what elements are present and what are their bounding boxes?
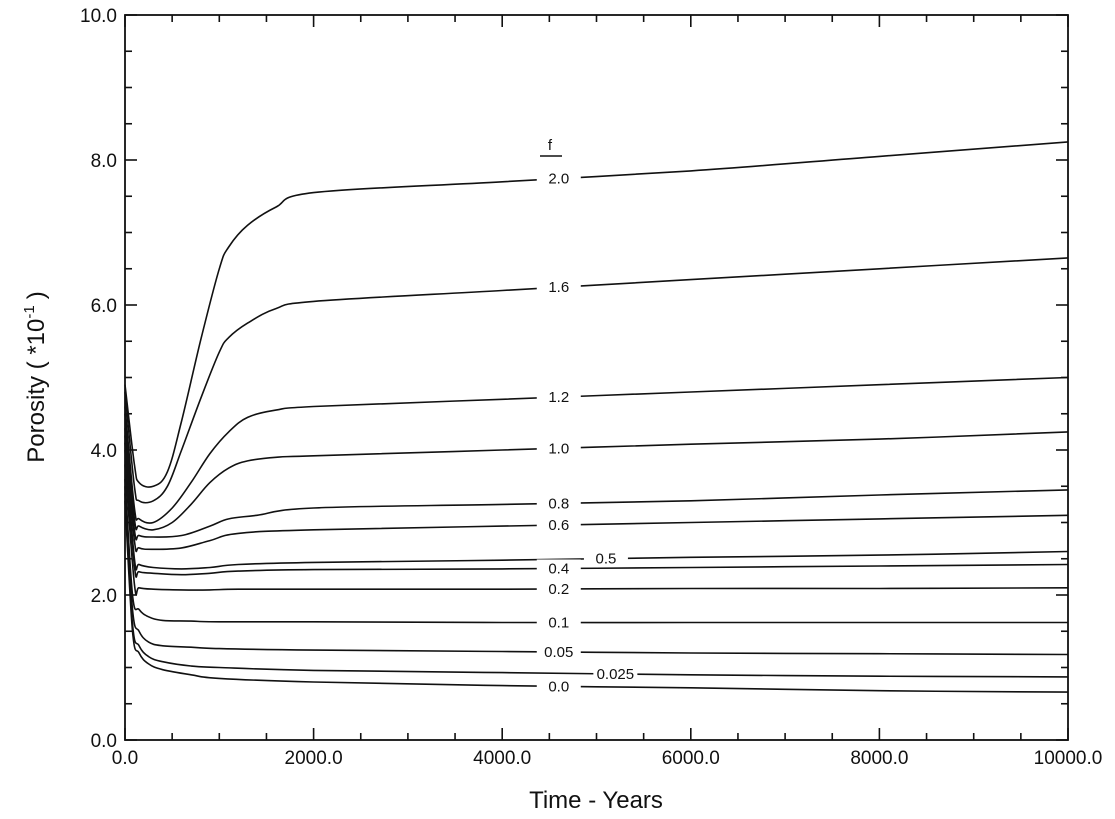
y-tick-labels: 0.0 2.0 4.0 6.0 8.0 10.0 — [80, 6, 117, 752]
series-line-f-0.025 — [124, 493, 1069, 678]
series-line-f-0.4 — [124, 449, 1069, 578]
plot-frame — [124, 14, 1069, 741]
series-label-f-0.8: 0.8 — [548, 495, 569, 512]
series-line-f-1.0 — [124, 413, 1069, 531]
x-axis-label: Time - Years — [529, 787, 663, 814]
series-label-bg — [536, 516, 581, 534]
series-line-f-0.1 — [124, 478, 1068, 624]
series-label-bg — [536, 388, 581, 406]
x-tick-label: 6000.0 — [662, 748, 720, 769]
series-label-f-0.025: 0.025 — [597, 666, 635, 683]
series-labels: 2.0 1.6 1.2 1.0 0.8 0.6 0.5 0.4 0.2 0.1 0.05 0.025 0… — [536, 169, 638, 695]
x-tick-label: 8000.0 — [850, 748, 908, 769]
series-line-f-0.2 — [124, 464, 1069, 596]
series-label-bg — [536, 677, 581, 695]
y-tick-label: 2.0 — [91, 586, 117, 607]
series-label-bg — [536, 278, 581, 296]
y-tick-label: 8.0 — [91, 151, 117, 172]
legend-header: f — [540, 137, 562, 157]
series-label-f-0.4: 0.4 — [548, 560, 569, 577]
series-label-bg — [536, 559, 581, 577]
series-line-f-1.2 — [124, 376, 1069, 524]
y-tick-label: 6.0 — [91, 296, 117, 317]
y-axis-label: Porosity ( *10-1) — [21, 291, 50, 462]
y-axis-label-main: Porosity ( *10 — [23, 319, 50, 463]
series-line-f-0.6 — [124, 435, 1069, 553]
series-label-f-0.2: 0.2 — [548, 581, 569, 598]
y-axis-label-superscript: -1 — [21, 305, 38, 318]
legend-header-text: f — [548, 137, 553, 154]
y-tick-label: 4.0 — [91, 441, 117, 462]
series-label-bg — [536, 613, 581, 631]
x-tick-label: 2000.0 — [285, 748, 343, 769]
series-line-f-0.8 — [124, 428, 1069, 541]
series-label-f-0.05: 0.05 — [544, 644, 573, 661]
series-curves — [124, 141, 1069, 693]
series-label-f-0.1: 0.1 — [548, 615, 569, 632]
series-label-bg — [536, 579, 581, 597]
series-line-f-2.0 — [124, 141, 1069, 488]
series-label-bg — [536, 642, 581, 660]
y-tick-label: 0.0 — [91, 731, 117, 752]
series-label-bg — [593, 664, 638, 682]
series-label-f-0.6: 0.6 — [548, 517, 569, 534]
series-line-f-0.05 — [124, 486, 1069, 656]
x-tick-label: 10000.0 — [1034, 748, 1103, 769]
series-label-f-2.0: 2.0 — [548, 170, 569, 187]
y-tick-label: 10.0 — [80, 6, 117, 27]
series-label-f-1.2: 1.2 — [548, 389, 569, 406]
x-tick-label: 0.0 — [112, 748, 138, 769]
series-label-f-1.6: 1.6 — [548, 279, 569, 296]
series-label-bg — [583, 549, 628, 567]
axis-ticks — [124, 14, 1069, 741]
series-label-bg — [536, 169, 581, 187]
x-tick-labels: 0.0 2000.0 4000.0 6000.0 8000.0 10000.0 — [112, 748, 1103, 769]
series-label-f-1.0: 1.0 — [548, 440, 569, 457]
series-label-bg — [536, 439, 581, 457]
series-label-bg — [536, 494, 581, 512]
series-line-f-0.5 — [124, 442, 1069, 571]
series-line-f-1.6 — [124, 257, 1069, 504]
y-axis-label-close: ) — [23, 291, 50, 299]
series-label-f-0.0: 0.0 — [548, 678, 569, 695]
x-tick-label: 4000.0 — [473, 748, 531, 769]
series-line-f-0.0 — [124, 500, 1069, 693]
series-label-f-0.5: 0.5 — [596, 551, 617, 568]
